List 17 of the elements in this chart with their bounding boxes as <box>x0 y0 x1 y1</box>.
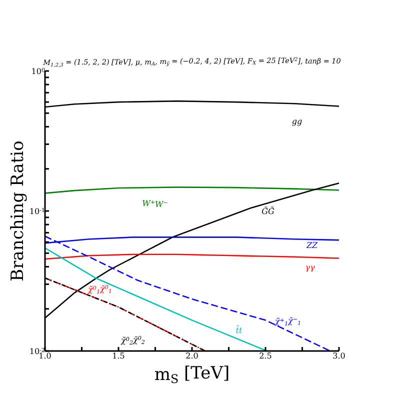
series-label: t̄t <box>236 325 243 335</box>
series-label: W$^{+}$W$^{−}$ <box>142 199 168 209</box>
y-tick-label: 10$^{-1}$ <box>29 206 45 216</box>
x-tick-label: 2.5 <box>259 352 272 361</box>
series-label: G̃G̃ <box>262 206 275 216</box>
x-tick-label: 1.0 <box>38 352 52 361</box>
y-axis-title: Branching Ratio <box>8 140 28 282</box>
series-label: γγ <box>305 263 315 272</box>
series-label: ZZ <box>305 241 318 250</box>
x-tick-label: 3.0 <box>332 352 346 361</box>
series-label: gg <box>292 117 302 126</box>
x-axis-title: m$_{S}$ [TeV] <box>154 364 230 386</box>
line-series <box>45 186 339 194</box>
y-tick-label: 10$^{0}$ <box>31 66 46 76</box>
x-tick-label: 1.5 <box>112 352 125 361</box>
line-series <box>45 247 268 351</box>
x-tick-label: 2.0 <box>186 352 198 361</box>
